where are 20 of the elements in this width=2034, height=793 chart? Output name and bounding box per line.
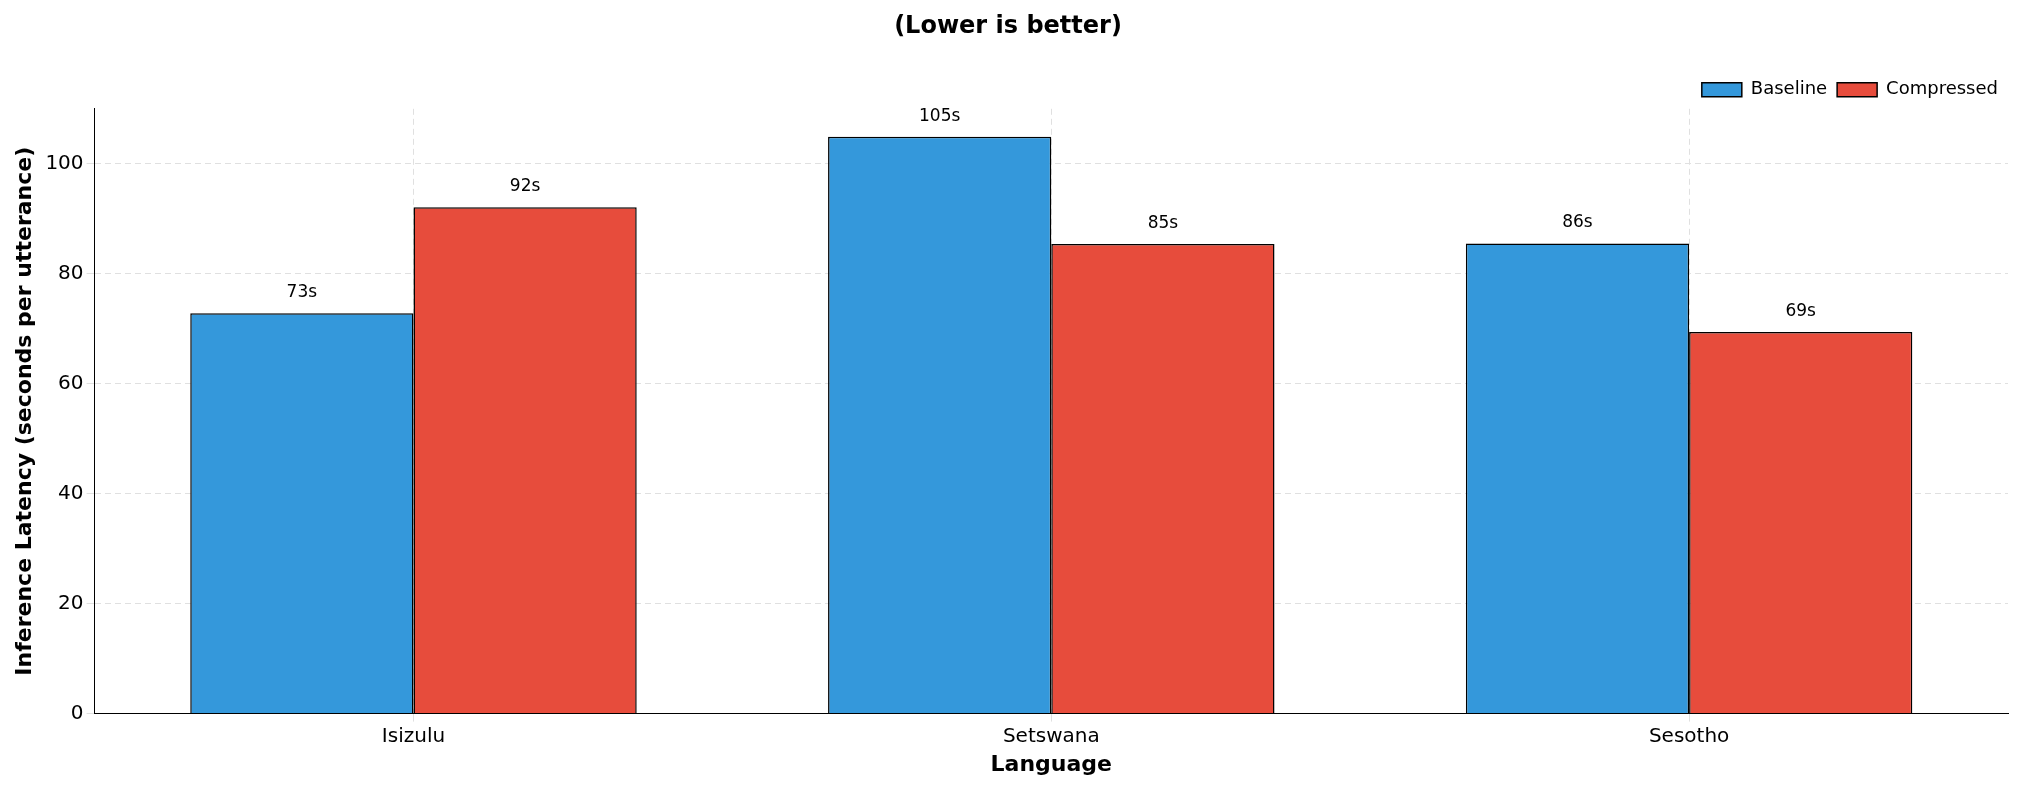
data-label: 69s — [1785, 299, 1817, 320]
chart-title: (Lower is better) — [894, 10, 1122, 39]
legend-label: Compressed — [1886, 77, 1999, 99]
y-tick-label: 20 — [58, 589, 84, 614]
y-tick-label: 100 — [45, 149, 84, 174]
y-axis-title: Inference Latency (seconds per utterance) — [10, 146, 36, 676]
data-label: 85s — [1147, 211, 1179, 232]
x-tick-label: Setswana — [1002, 722, 1100, 747]
data-label: 105s — [919, 104, 961, 125]
x-tick-label: Sesotho — [1648, 722, 1730, 747]
data-label: 92s — [509, 175, 541, 196]
data-label: 86s — [1562, 211, 1593, 232]
y-tick-label: 40 — [58, 479, 84, 504]
y-tick-label: 0 — [70, 699, 84, 724]
y-tick-label: 80 — [58, 259, 84, 284]
legend-label: Baseline — [1750, 77, 1828, 99]
x-tick-label: Isizulu — [381, 722, 446, 747]
data-label: 73s — [286, 281, 318, 302]
y-tick-label: 60 — [58, 369, 84, 394]
x-axis-title: Language — [990, 750, 1113, 776]
